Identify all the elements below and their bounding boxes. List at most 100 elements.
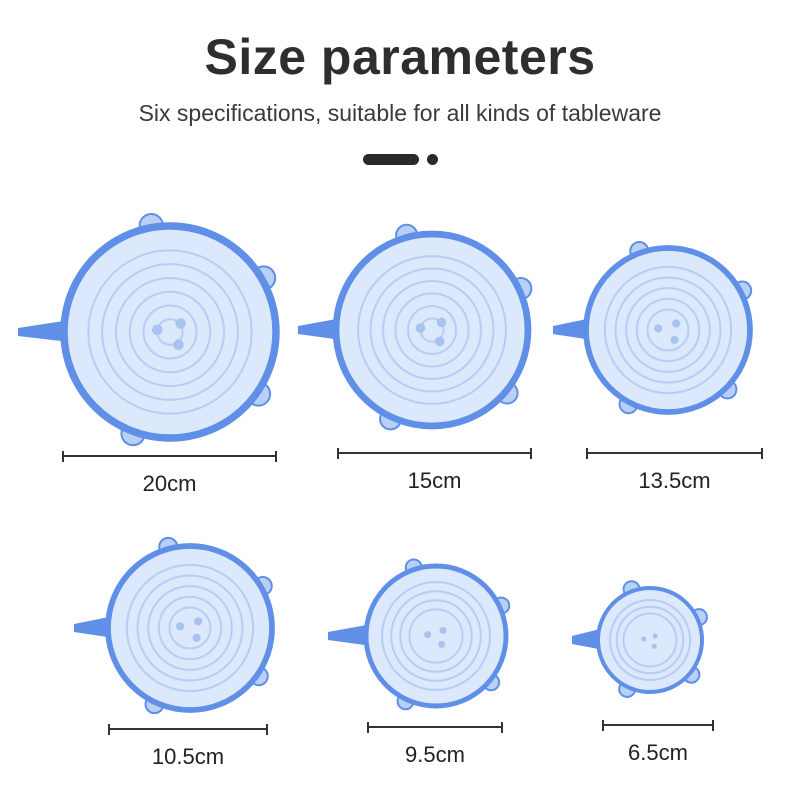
lid-dimple [436, 317, 447, 328]
lid-ring [603, 265, 733, 395]
lid-ear [618, 679, 637, 698]
dimension-cap-left [62, 451, 64, 462]
lid-ring [168, 606, 212, 650]
lid-ring [125, 563, 255, 693]
lid-ring [114, 276, 226, 388]
lid-disc [332, 230, 532, 430]
lid-ring [622, 612, 678, 668]
dimension-line [337, 448, 532, 458]
lid-ring [408, 608, 464, 664]
lid-disc [583, 245, 753, 415]
lid-ring [381, 581, 491, 691]
lid-ear [717, 379, 738, 400]
size-label: 20cm [142, 471, 197, 496]
lid-ear [138, 212, 164, 239]
lid-disc [363, 563, 509, 709]
dimension-cap-left [602, 720, 604, 731]
lid-dimple [652, 633, 658, 639]
lid-ring [147, 585, 233, 671]
lid-4 [328, 558, 511, 711]
divider-bar [363, 154, 419, 165]
lid-ring [419, 317, 445, 343]
lid-ring [394, 292, 470, 368]
dimension-cap-left [337, 448, 339, 459]
lid-ring [646, 308, 690, 352]
lid-ear [248, 666, 269, 687]
lid-ear [252, 575, 273, 597]
lid-dimple [173, 339, 184, 351]
lid-ring [128, 290, 212, 374]
lid-ear [158, 536, 179, 557]
lid-5 [572, 580, 708, 698]
lid-dimple [175, 318, 186, 329]
dimension-cap-left [367, 722, 369, 733]
dimension-line [602, 720, 714, 730]
dimension-line [62, 451, 277, 461]
lid-dimple [439, 626, 447, 634]
pull-tab [298, 318, 342, 340]
lid-ear [492, 596, 511, 615]
dimension-cap-right [275, 451, 277, 462]
lid-1 [298, 223, 533, 431]
lid-disc [105, 543, 275, 713]
page-subtitle: Six specifications, suitable for all kin… [138, 100, 662, 126]
divider-dot [427, 154, 438, 165]
lid-dimple [654, 324, 663, 333]
lid-dimple [176, 622, 185, 631]
lid-ring [357, 255, 507, 405]
lid-ring [608, 598, 692, 682]
lid-2 [553, 241, 753, 415]
pull-tab [572, 628, 604, 650]
dimension-cap-right [266, 724, 268, 735]
lid-ear [245, 381, 272, 407]
lid-3 [74, 536, 275, 715]
lid-disc [596, 586, 704, 694]
lid-ear [404, 558, 423, 577]
lid-ear [395, 223, 419, 247]
pull-tab [553, 318, 592, 340]
lid-ring [156, 318, 184, 346]
lid-dimple [641, 636, 647, 642]
lid-dimple [151, 324, 163, 336]
lid-ring [101, 263, 239, 401]
lid-ring [136, 574, 244, 682]
lid-disc [60, 222, 280, 442]
title-divider [363, 154, 443, 166]
lid-ring [87, 249, 253, 415]
pull-tab [74, 616, 114, 638]
lid-ear [732, 280, 753, 301]
dimension-cap-right [761, 448, 763, 459]
page-title: Size parameters [204, 29, 596, 85]
lid-dimple [194, 617, 203, 626]
lid-ear [629, 241, 650, 262]
dimension-line [367, 722, 503, 732]
dimension-cap-right [530, 448, 532, 459]
lid-ear [250, 265, 277, 291]
lid-dimple [672, 319, 681, 328]
lid-dimple [192, 633, 201, 642]
lid-ear [622, 580, 641, 599]
lid-ear [618, 394, 639, 415]
lid-ear [396, 692, 415, 711]
lid-dimple [670, 335, 679, 344]
dimension-cap-left [586, 448, 588, 459]
lid-dimple [434, 336, 445, 347]
lid-ring [157, 595, 223, 661]
size-label: 15cm [407, 468, 462, 493]
lid-ear [482, 673, 501, 692]
lid-ear [120, 420, 146, 447]
lid-ring [614, 276, 722, 384]
lid-ear [689, 608, 708, 627]
lid-ear [144, 694, 165, 715]
lid-dimple [438, 640, 446, 648]
lid-ring [382, 280, 482, 380]
lid-ring [615, 605, 685, 675]
lid-ring [142, 304, 198, 360]
size-label: 9.5cm [405, 742, 465, 767]
lid-ring [369, 267, 495, 393]
lid-ear [682, 665, 701, 684]
lid-ear [509, 277, 533, 301]
dimension-line [108, 724, 268, 734]
lid-ring [407, 305, 457, 355]
lid-ear [495, 381, 519, 405]
